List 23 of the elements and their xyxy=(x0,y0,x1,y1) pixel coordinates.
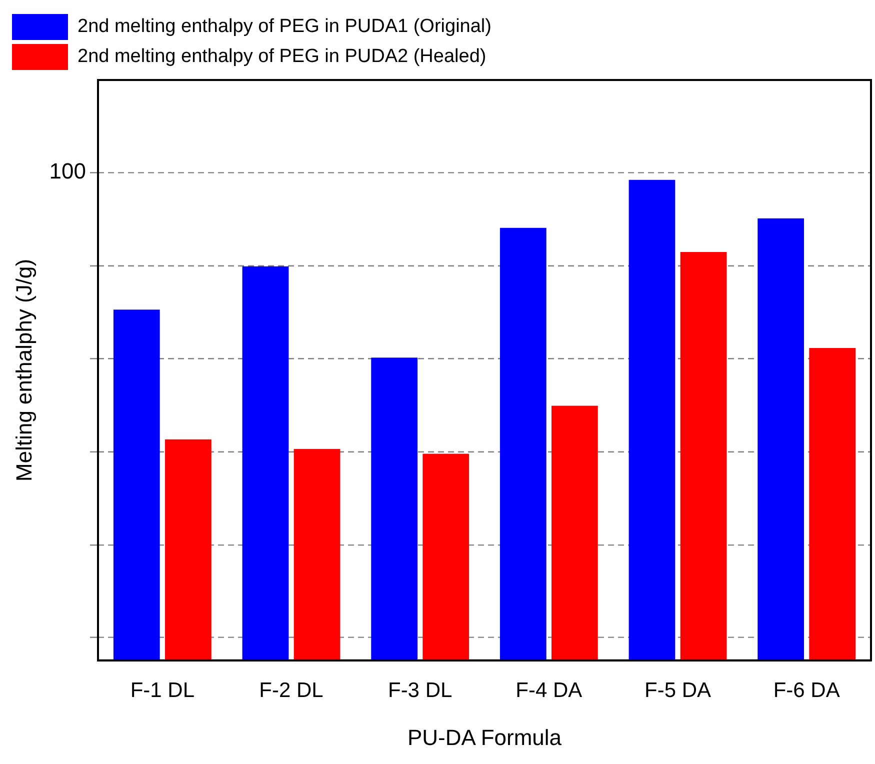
bar xyxy=(551,406,598,660)
x-tick-label: F-2 DL xyxy=(259,678,324,702)
legend-label: 2nd melting enthalpy of PEG in PUDA2 (Healed) xyxy=(78,46,486,68)
x-tick-label: F-5 DA xyxy=(644,678,712,702)
bar xyxy=(422,454,470,660)
bar xyxy=(371,358,418,660)
bar xyxy=(500,228,546,660)
bar xyxy=(164,439,212,660)
legend-label: 2nd melting enthalpy of PEG in PUDA1 (Original) xyxy=(78,16,492,38)
y-axis-title: Melting enthalphy (J/g) xyxy=(11,258,36,482)
x-tick-label: F-1 DL xyxy=(130,678,195,702)
bar xyxy=(680,252,727,660)
x-tick-label: F-4 DA xyxy=(516,678,582,702)
bar xyxy=(809,348,856,660)
bar xyxy=(113,310,160,660)
x-tick-label: F-3 DL xyxy=(388,678,452,702)
x-axis-title: PU-DA Formula xyxy=(407,724,562,750)
bar xyxy=(628,180,676,660)
bar xyxy=(294,448,340,660)
bar xyxy=(242,266,289,660)
bar xyxy=(758,218,804,660)
text: 100 xyxy=(49,158,86,184)
x-tick-label: F-6 DA xyxy=(773,678,840,702)
